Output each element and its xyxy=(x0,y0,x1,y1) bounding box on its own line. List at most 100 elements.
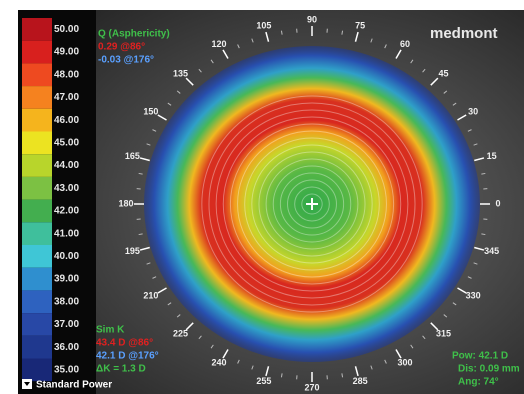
mode-label[interactable]: Standard Power xyxy=(36,380,112,391)
angle-label: 300 xyxy=(397,358,412,368)
angle-tick xyxy=(354,31,359,42)
scale-label: 45.00 xyxy=(54,137,79,148)
ring xyxy=(258,151,366,257)
minor-tick xyxy=(422,68,426,73)
angle-label: 255 xyxy=(256,376,271,386)
ring xyxy=(301,193,323,215)
minor-tick xyxy=(467,276,472,279)
scale-swatch xyxy=(22,245,52,268)
angle-label: 210 xyxy=(143,290,158,300)
simk-flat: 42.1 D @176° xyxy=(96,351,159,362)
angle-label: 240 xyxy=(211,358,226,368)
angle-tick xyxy=(139,157,150,162)
scale-label: 50.00 xyxy=(54,24,79,35)
minor-tick xyxy=(176,90,181,94)
ring xyxy=(294,186,330,222)
simk-delta: ΔK = 1.3 D xyxy=(96,364,146,375)
scale-swatch xyxy=(22,86,52,109)
scale-swatch xyxy=(22,290,52,314)
ring xyxy=(272,165,352,243)
angle-label: 90 xyxy=(307,14,317,24)
minor-tick xyxy=(167,302,172,306)
minor-tick xyxy=(138,233,143,236)
minor-tick xyxy=(152,129,157,132)
angle-tick xyxy=(185,77,194,86)
scale-label: 49.00 xyxy=(54,47,79,58)
ring xyxy=(237,130,387,278)
angle-label: 315 xyxy=(436,328,451,338)
ring xyxy=(229,123,395,285)
angle-label: 165 xyxy=(125,151,140,161)
cursor-pow: Pow: 42.1 D xyxy=(452,351,508,362)
scale-label: 39.00 xyxy=(54,274,79,285)
ring xyxy=(208,102,416,306)
angle-label: 225 xyxy=(173,328,188,338)
angle-tick xyxy=(430,77,439,86)
scale-label: 47.00 xyxy=(54,92,79,103)
angle-tick xyxy=(222,349,229,359)
angle-label: 45 xyxy=(439,68,449,78)
angle-label: 105 xyxy=(256,21,271,31)
ring xyxy=(244,137,380,271)
angle-tick xyxy=(157,114,167,121)
angle-tick xyxy=(430,322,439,331)
scale-label: 46.00 xyxy=(54,115,79,126)
angle-tick xyxy=(185,322,194,331)
angle-label: 135 xyxy=(173,68,188,78)
angle-tick xyxy=(474,157,485,162)
scale-swatch xyxy=(22,63,52,87)
scale-label: 48.00 xyxy=(54,69,79,80)
minor-tick xyxy=(473,143,478,146)
angle-tick xyxy=(474,246,485,251)
minor-tick xyxy=(237,44,240,49)
minor-tick xyxy=(473,262,478,265)
ring xyxy=(215,109,409,299)
ring xyxy=(287,179,337,229)
scale-label: 36.00 xyxy=(54,342,79,353)
minor-tick xyxy=(251,38,254,43)
angle-label: 15 xyxy=(487,151,497,161)
minor-tick xyxy=(384,44,387,49)
minor-tick xyxy=(341,373,344,378)
angle-label: 150 xyxy=(143,106,158,116)
angle-label: 195 xyxy=(125,246,140,256)
scale-swatch xyxy=(22,358,52,382)
ring xyxy=(279,172,345,236)
minor-tick xyxy=(210,59,214,64)
minor-tick xyxy=(384,359,387,364)
scale-swatch xyxy=(22,108,52,132)
angle-label: 75 xyxy=(355,21,365,31)
ring xyxy=(222,116,402,292)
simk-steep: 43.4 D @86° xyxy=(96,338,153,349)
scale-swatch xyxy=(22,40,52,64)
minor-tick xyxy=(443,90,448,94)
scale-swatch xyxy=(22,176,52,200)
angle-label: 180 xyxy=(118,198,133,208)
angle-tick xyxy=(395,349,402,359)
cursor-dis: Dis: 0.09 mm xyxy=(458,364,520,375)
brand-logo: medmont xyxy=(430,25,498,42)
minor-tick xyxy=(198,335,202,340)
angle-tick xyxy=(139,246,150,251)
minor-tick xyxy=(443,314,448,318)
minor-tick xyxy=(452,302,457,306)
angle-label: 285 xyxy=(353,376,368,386)
minor-tick xyxy=(167,102,172,106)
scale-label: 44.00 xyxy=(54,160,79,171)
minor-tick xyxy=(176,314,181,318)
cursor-ang: Ang: 74° xyxy=(458,377,499,388)
ring xyxy=(265,158,359,250)
angle-label: 60 xyxy=(400,39,410,49)
scale-swatch xyxy=(22,222,52,245)
scale-swatch xyxy=(22,154,52,177)
q-flat: -0.03 @176° xyxy=(98,55,154,66)
minor-tick xyxy=(138,172,143,175)
center-cross xyxy=(306,198,318,210)
angle-tick xyxy=(354,366,359,377)
scale-label: 42.00 xyxy=(54,206,79,217)
minor-tick xyxy=(251,365,254,370)
minor-tick xyxy=(410,59,414,64)
minor-tick xyxy=(481,233,486,236)
